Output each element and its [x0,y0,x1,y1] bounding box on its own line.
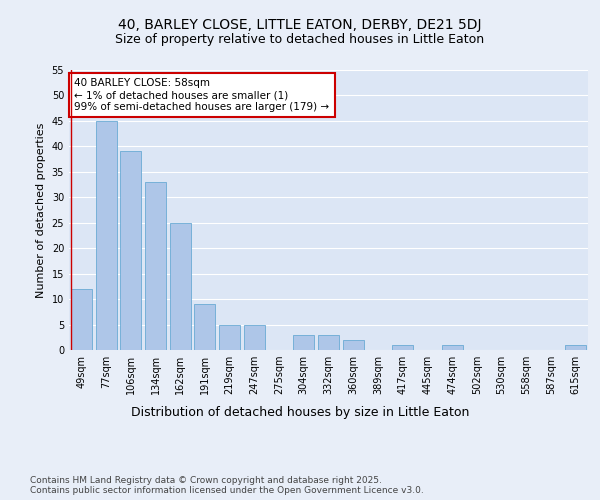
Bar [392,345,413,350]
Text: Contains HM Land Registry data © Crown copyright and database right 2025.
Contai: Contains HM Land Registry data © Crown c… [30,476,424,495]
Bar [71,289,92,350]
Y-axis label: Number of detached properties: Number of detached properties [36,122,46,298]
Bar [95,121,116,350]
Text: Distribution of detached houses by size in Little Eaton: Distribution of detached houses by size … [131,406,469,419]
Text: 40 BARLEY CLOSE: 58sqm
← 1% of detached houses are smaller (1)
99% of semi-detac: 40 BARLEY CLOSE: 58sqm ← 1% of detached … [74,78,329,112]
Bar [170,222,191,350]
Bar [120,152,141,350]
Bar [293,334,314,350]
Bar [219,324,240,350]
Bar [194,304,215,350]
Text: 40, BARLEY CLOSE, LITTLE EATON, DERBY, DE21 5DJ: 40, BARLEY CLOSE, LITTLE EATON, DERBY, D… [118,18,482,32]
Text: Size of property relative to detached houses in Little Eaton: Size of property relative to detached ho… [115,32,485,46]
Bar [343,340,364,350]
Bar [244,324,265,350]
Bar [318,334,339,350]
Bar [145,182,166,350]
Bar [442,345,463,350]
Bar [565,345,586,350]
